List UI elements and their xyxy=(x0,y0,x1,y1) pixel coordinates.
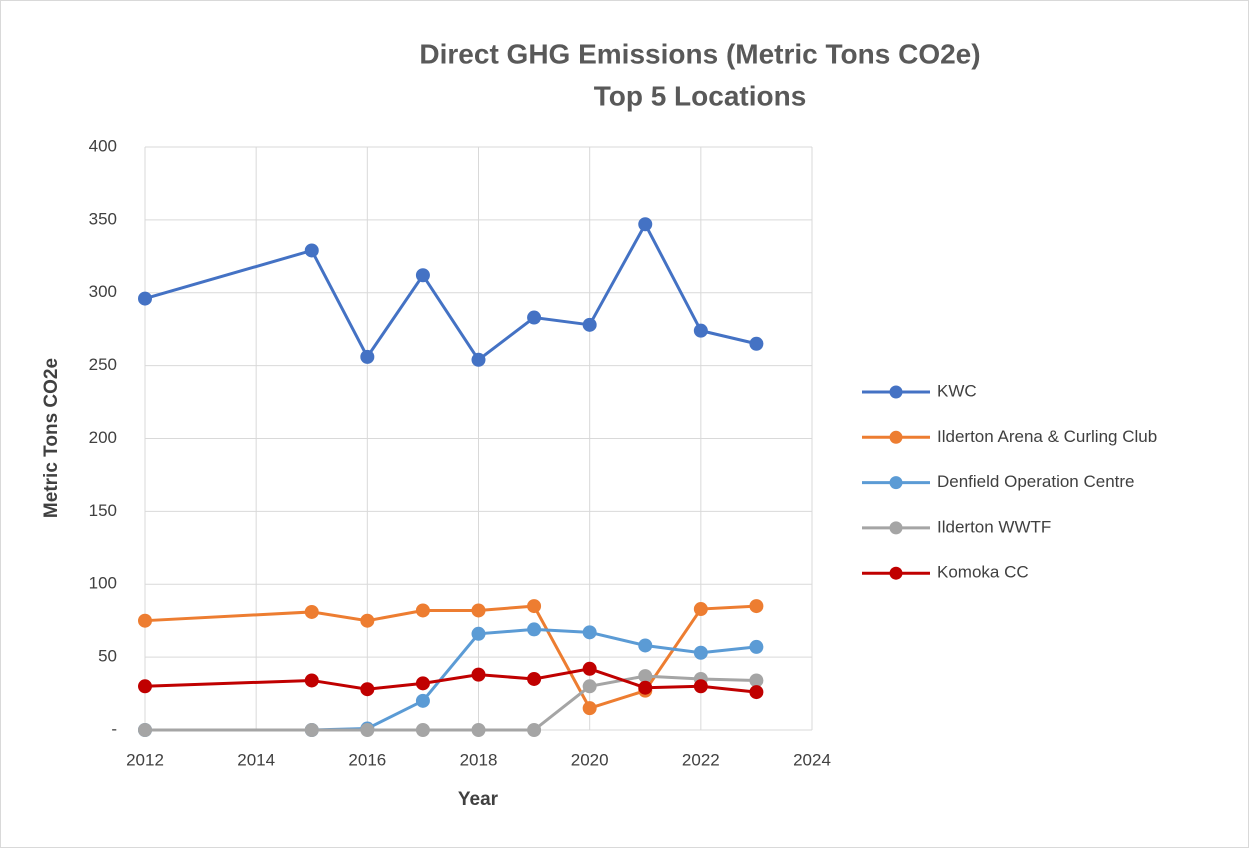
x-tick-label: 2020 xyxy=(571,750,609,769)
series-marker xyxy=(693,602,708,617)
x-axis-title: Year xyxy=(458,789,499,810)
legend-marker xyxy=(889,521,903,535)
series-marker xyxy=(749,336,764,351)
series-marker xyxy=(749,639,764,654)
series-marker xyxy=(471,667,486,682)
y-tick-label: 150 xyxy=(89,501,117,520)
legend-label: Ilderton WWTF xyxy=(937,517,1051,536)
x-tick-label: 2022 xyxy=(682,750,720,769)
series-marker xyxy=(527,723,542,737)
y-tick-label: 100 xyxy=(89,574,117,593)
series-marker xyxy=(415,676,430,691)
series-marker xyxy=(471,603,486,618)
series-line xyxy=(144,667,757,694)
series-marker xyxy=(749,673,764,688)
legend-marker xyxy=(889,430,903,444)
series-marker xyxy=(360,613,375,628)
series-marker xyxy=(138,291,152,306)
series-marker xyxy=(582,679,597,694)
series-marker xyxy=(638,680,653,695)
series-marker xyxy=(304,243,319,258)
y-tick-label: - xyxy=(111,719,117,738)
series-marker xyxy=(582,317,597,332)
series-marker xyxy=(582,701,597,716)
x-tick-label: 2012 xyxy=(126,750,164,769)
series-marker xyxy=(138,723,152,737)
y-tick-label: 200 xyxy=(89,428,117,447)
x-tick-label: 2014 xyxy=(237,750,275,769)
series-marker xyxy=(360,723,375,737)
series-marker xyxy=(304,723,319,737)
chart-title: Direct GHG Emissions (Metric Tons CO2e) xyxy=(419,38,980,69)
series-line xyxy=(144,221,757,362)
y-tick-label: 300 xyxy=(89,282,117,301)
series-marker xyxy=(138,613,152,628)
y-tick-label: 350 xyxy=(89,209,117,228)
legend-marker xyxy=(889,385,903,399)
series-marker xyxy=(749,599,764,614)
series-marker xyxy=(415,693,430,708)
series-marker xyxy=(360,349,375,364)
series-marker xyxy=(527,622,542,637)
legend-label: KWC xyxy=(937,381,977,400)
series-marker xyxy=(582,625,597,640)
series-marker xyxy=(638,638,653,653)
series-marker xyxy=(638,669,653,684)
series-marker xyxy=(471,626,486,641)
series-marker xyxy=(471,723,486,737)
y-tick-label: 400 xyxy=(89,136,117,155)
series-marker xyxy=(138,679,152,694)
series-marker xyxy=(527,599,542,614)
series-marker xyxy=(471,352,486,367)
series-marker xyxy=(360,682,375,697)
series-marker xyxy=(749,685,764,700)
series-marker xyxy=(638,217,653,232)
series-marker xyxy=(693,323,708,338)
y-tick-label: 50 xyxy=(98,647,117,666)
series-marker xyxy=(415,603,430,618)
series-marker xyxy=(304,673,319,688)
series-marker xyxy=(415,723,430,737)
legend-label: Komoka CC xyxy=(937,563,1029,582)
series-line xyxy=(145,674,757,732)
series-marker xyxy=(527,310,542,325)
series-marker xyxy=(693,645,708,660)
series-marker xyxy=(304,604,319,619)
y-axis-title: Metric Tons CO2e xyxy=(41,358,62,518)
legend-label: Denfield Operation Centre xyxy=(937,472,1135,491)
x-tick-label: 2016 xyxy=(348,750,386,769)
legend-marker xyxy=(889,476,903,490)
chart-subtitle: Top 5 Locations xyxy=(594,80,807,111)
series-marker xyxy=(527,671,542,686)
x-tick-label: 2018 xyxy=(460,750,498,769)
series-marker xyxy=(415,268,430,283)
legend-marker xyxy=(889,566,903,580)
legend-label: Ilderton Arena & Curling Club xyxy=(937,427,1157,446)
series-marker xyxy=(693,679,708,694)
series-marker xyxy=(582,661,597,676)
y-tick-label: 250 xyxy=(89,355,117,374)
x-tick-label: 2024 xyxy=(793,750,831,769)
